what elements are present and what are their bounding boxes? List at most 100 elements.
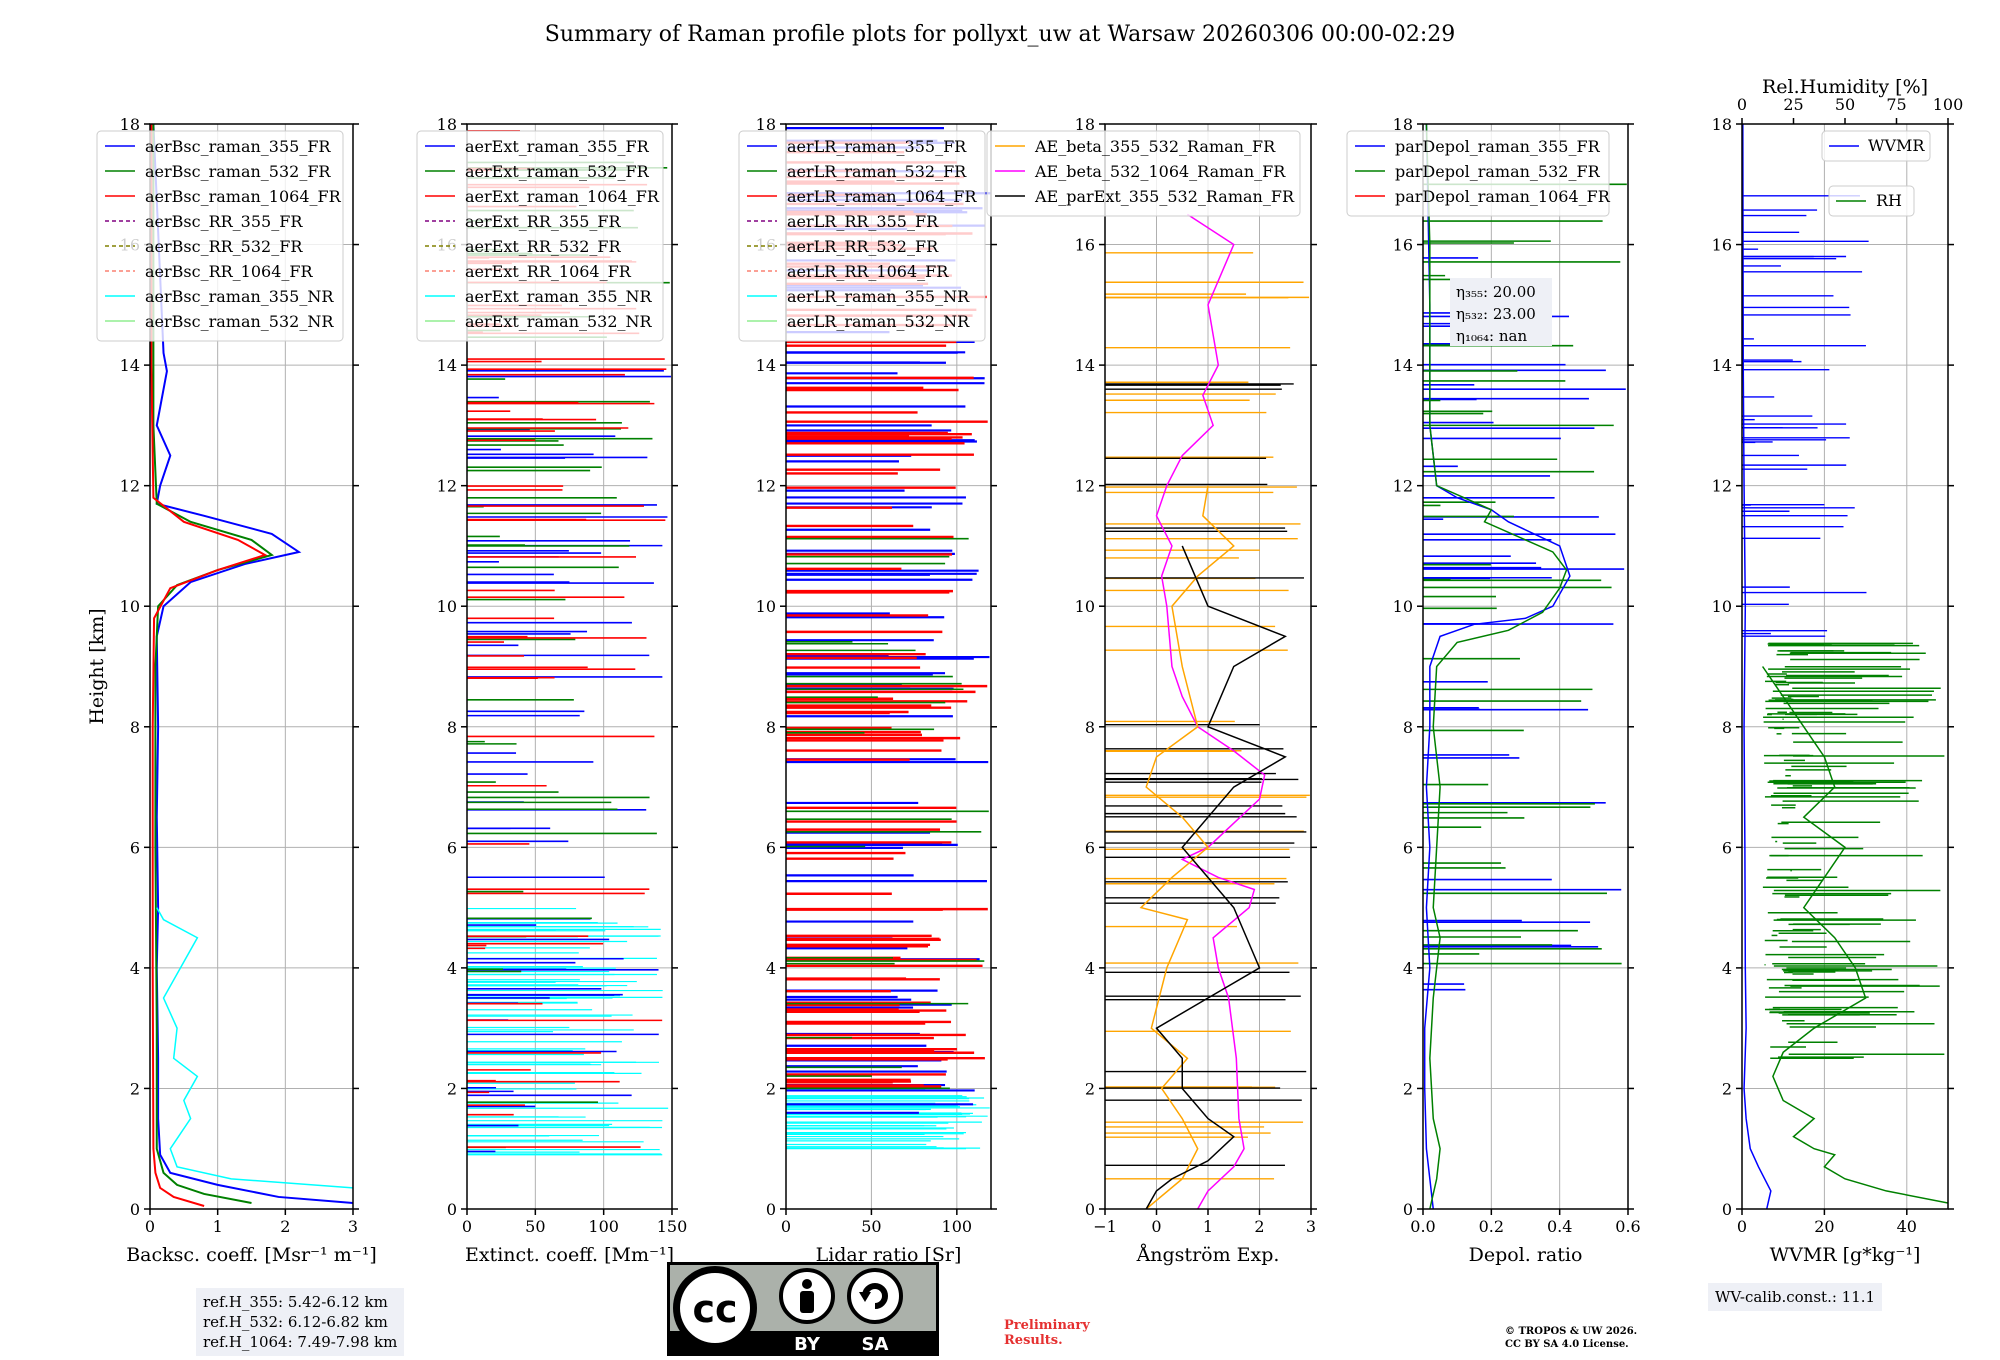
- by-person-body: [800, 1291, 814, 1313]
- legend-entry: aerExt_RR_532_FR: [465, 237, 622, 256]
- legend-entry-rh: RH: [1876, 191, 1902, 210]
- x-axis-label: Ångström Exp.: [1136, 1244, 1280, 1266]
- legend-entry: aerLR_raman_532_FR: [787, 162, 967, 181]
- preliminary-line-1: Preliminary: [1004, 1318, 1090, 1333]
- series-line-AE_beta_532_1064_Raman_FR: [1155, 213, 1266, 1209]
- series-line-AE_beta_355_532_Raman_FR: [1139, 485, 1235, 1209]
- plot-area: [1742, 124, 1948, 1209]
- y-tick-label: 4: [1085, 959, 1095, 978]
- y-tick-label: 8: [1403, 718, 1413, 737]
- x-tick-label: 3: [1306, 1217, 1316, 1236]
- y-tick-label: 18: [120, 115, 140, 134]
- legend-entry: parDepol_raman_1064_FR: [1395, 187, 1611, 206]
- y-tick-label: 12: [437, 477, 457, 496]
- x-tick-label: 3: [348, 1217, 358, 1236]
- y-tick-label: 16: [1712, 236, 1732, 255]
- series-line-aerBsc_raman_355_FR: [152, 124, 353, 1204]
- series-line-RH: [1761, 666, 1948, 1204]
- eta-355-text: η₃₅₅: 20.00: [1456, 283, 1536, 301]
- x-tick-label: 1: [213, 1217, 223, 1236]
- axes-frame: [1422, 123, 1629, 1210]
- x-tick-label: 0: [145, 1217, 155, 1236]
- top-x-tick-label: 50: [1835, 95, 1855, 114]
- x-tick-label: 0: [462, 1217, 472, 1236]
- legend-box: [738, 130, 986, 342]
- legend-entry: aerBsc_raman_355_FR: [145, 137, 331, 156]
- legend-entry: aerExt_raman_1064_FR: [465, 187, 660, 206]
- legend-entry: aerBsc_RR_532_FR: [145, 237, 303, 256]
- y-tick-label: 14: [756, 356, 776, 375]
- legend-entry: AE_parExt_355_532_Raman_FR: [1034, 187, 1295, 206]
- legend-entry: parDepol_raman_355_FR: [1395, 137, 1601, 156]
- top-x-tick-label: 100: [1933, 95, 1964, 114]
- refh-355-text: ref.H_355: 5.42-6.12 km: [203, 1293, 388, 1311]
- y-tick-label: 4: [447, 959, 457, 978]
- top-x-tick-label: 0: [1737, 95, 1747, 114]
- figure-title: Summary of Raman profile plots for polly…: [544, 22, 1456, 47]
- legend-box: [96, 130, 344, 342]
- x-tick-label: 0.2: [1479, 1217, 1504, 1236]
- series-line-aerBsc_raman_1064_FR: [150, 124, 268, 1207]
- x-tick-label: 100: [942, 1217, 973, 1236]
- y-tick-label: 0: [130, 1200, 140, 1219]
- y-tick-label: 12: [1075, 477, 1095, 496]
- top-x-tick-label: 25: [1783, 95, 1803, 114]
- plot-area: [467, 130, 671, 1156]
- legend-entry: AE_beta_532_1064_Raman_FR: [1034, 162, 1286, 181]
- y-tick-label: 2: [130, 1079, 140, 1098]
- legend-entry: aerLR_RR_532_FR: [787, 237, 939, 256]
- legend-entry: aerLR_RR_1064_FR: [787, 262, 949, 281]
- panel-extinction: 050100150024681012141618Extinct. coeff. …: [416, 115, 687, 1266]
- y-tick-label: 18: [1393, 115, 1413, 134]
- y-tick-label: 6: [1403, 838, 1413, 857]
- cc-by-label: BY: [794, 1334, 821, 1355]
- legend-entry: aerExt_RR_355_FR: [465, 212, 622, 231]
- y-tick-label: 16: [1075, 236, 1095, 255]
- top-x-axis-label: Rel.Humidity [%]: [1762, 76, 1928, 98]
- y-tick-label: 4: [1722, 959, 1732, 978]
- legend-box: [1346, 130, 1610, 217]
- x-tick-label: 0.4: [1547, 1217, 1572, 1236]
- x-tick-label: −1: [1093, 1217, 1117, 1236]
- legend-entry: aerBsc_RR_355_FR: [145, 212, 303, 231]
- x-tick-label: 0: [1151, 1217, 1161, 1236]
- series-line-aerBsc_raman_355_NR: [156, 907, 353, 1189]
- y-axis-label: Height [km]: [86, 608, 108, 724]
- y-tick-label: 2: [447, 1079, 457, 1098]
- y-tick-label: 0: [447, 1200, 457, 1219]
- y-tick-label: 18: [1712, 115, 1732, 134]
- legend-entry: aerBsc_raman_532_FR: [145, 162, 331, 181]
- y-tick-label: 4: [766, 959, 776, 978]
- eta-532-text: η₅₃₂: 23.00: [1456, 305, 1536, 323]
- x-tick-label: 0: [1737, 1217, 1747, 1236]
- y-tick-label: 0: [1085, 1200, 1095, 1219]
- x-axis-label: WVMR [g*kg⁻¹]: [1770, 1244, 1921, 1266]
- y-tick-label: 4: [130, 959, 140, 978]
- y-tick-label: 14: [120, 356, 140, 375]
- series-line-parDepol_raman_355_FR: [1423, 124, 1571, 1209]
- x-tick-label: 1: [1203, 1217, 1213, 1236]
- copyright-line-2: CC BY SA 4.0 License.: [1505, 1339, 1629, 1350]
- y-tick-label: 8: [1722, 718, 1732, 737]
- legend-entry: AE_beta_355_532_Raman_FR: [1034, 137, 1276, 156]
- refh-1064-text: ref.H_1064: 7.49-7.98 km: [203, 1333, 398, 1351]
- axes-frame: [149, 123, 354, 1210]
- y-tick-label: 12: [120, 477, 140, 496]
- y-tick-label: 8: [447, 718, 457, 737]
- plot-area: [150, 124, 353, 1207]
- legend-entry: aerExt_raman_532_NR: [465, 312, 653, 331]
- y-tick-label: 2: [1722, 1079, 1732, 1098]
- y-tick-label: 6: [1722, 838, 1732, 857]
- panel-lidar_ratio: 050100024681012141618Lidar ratio [Sr]aer…: [738, 115, 997, 1266]
- x-tick-label: 20: [1814, 1217, 1834, 1236]
- x-tick-label: 0.6: [1615, 1217, 1640, 1236]
- y-tick-label: 0: [766, 1200, 776, 1219]
- x-tick-label: 0: [781, 1217, 791, 1236]
- series-line-parDepol_raman_532_FR: [1425, 124, 1568, 1209]
- legend-entry: aerLR_RR_355_FR: [787, 212, 939, 231]
- legend-entry: aerLR_raman_532_NR: [787, 312, 970, 331]
- legend-entry: aerExt_raman_355_FR: [465, 137, 650, 156]
- legend-entry: aerLR_raman_355_NR: [787, 287, 970, 306]
- legend-entry: aerExt_raman_355_NR: [465, 287, 653, 306]
